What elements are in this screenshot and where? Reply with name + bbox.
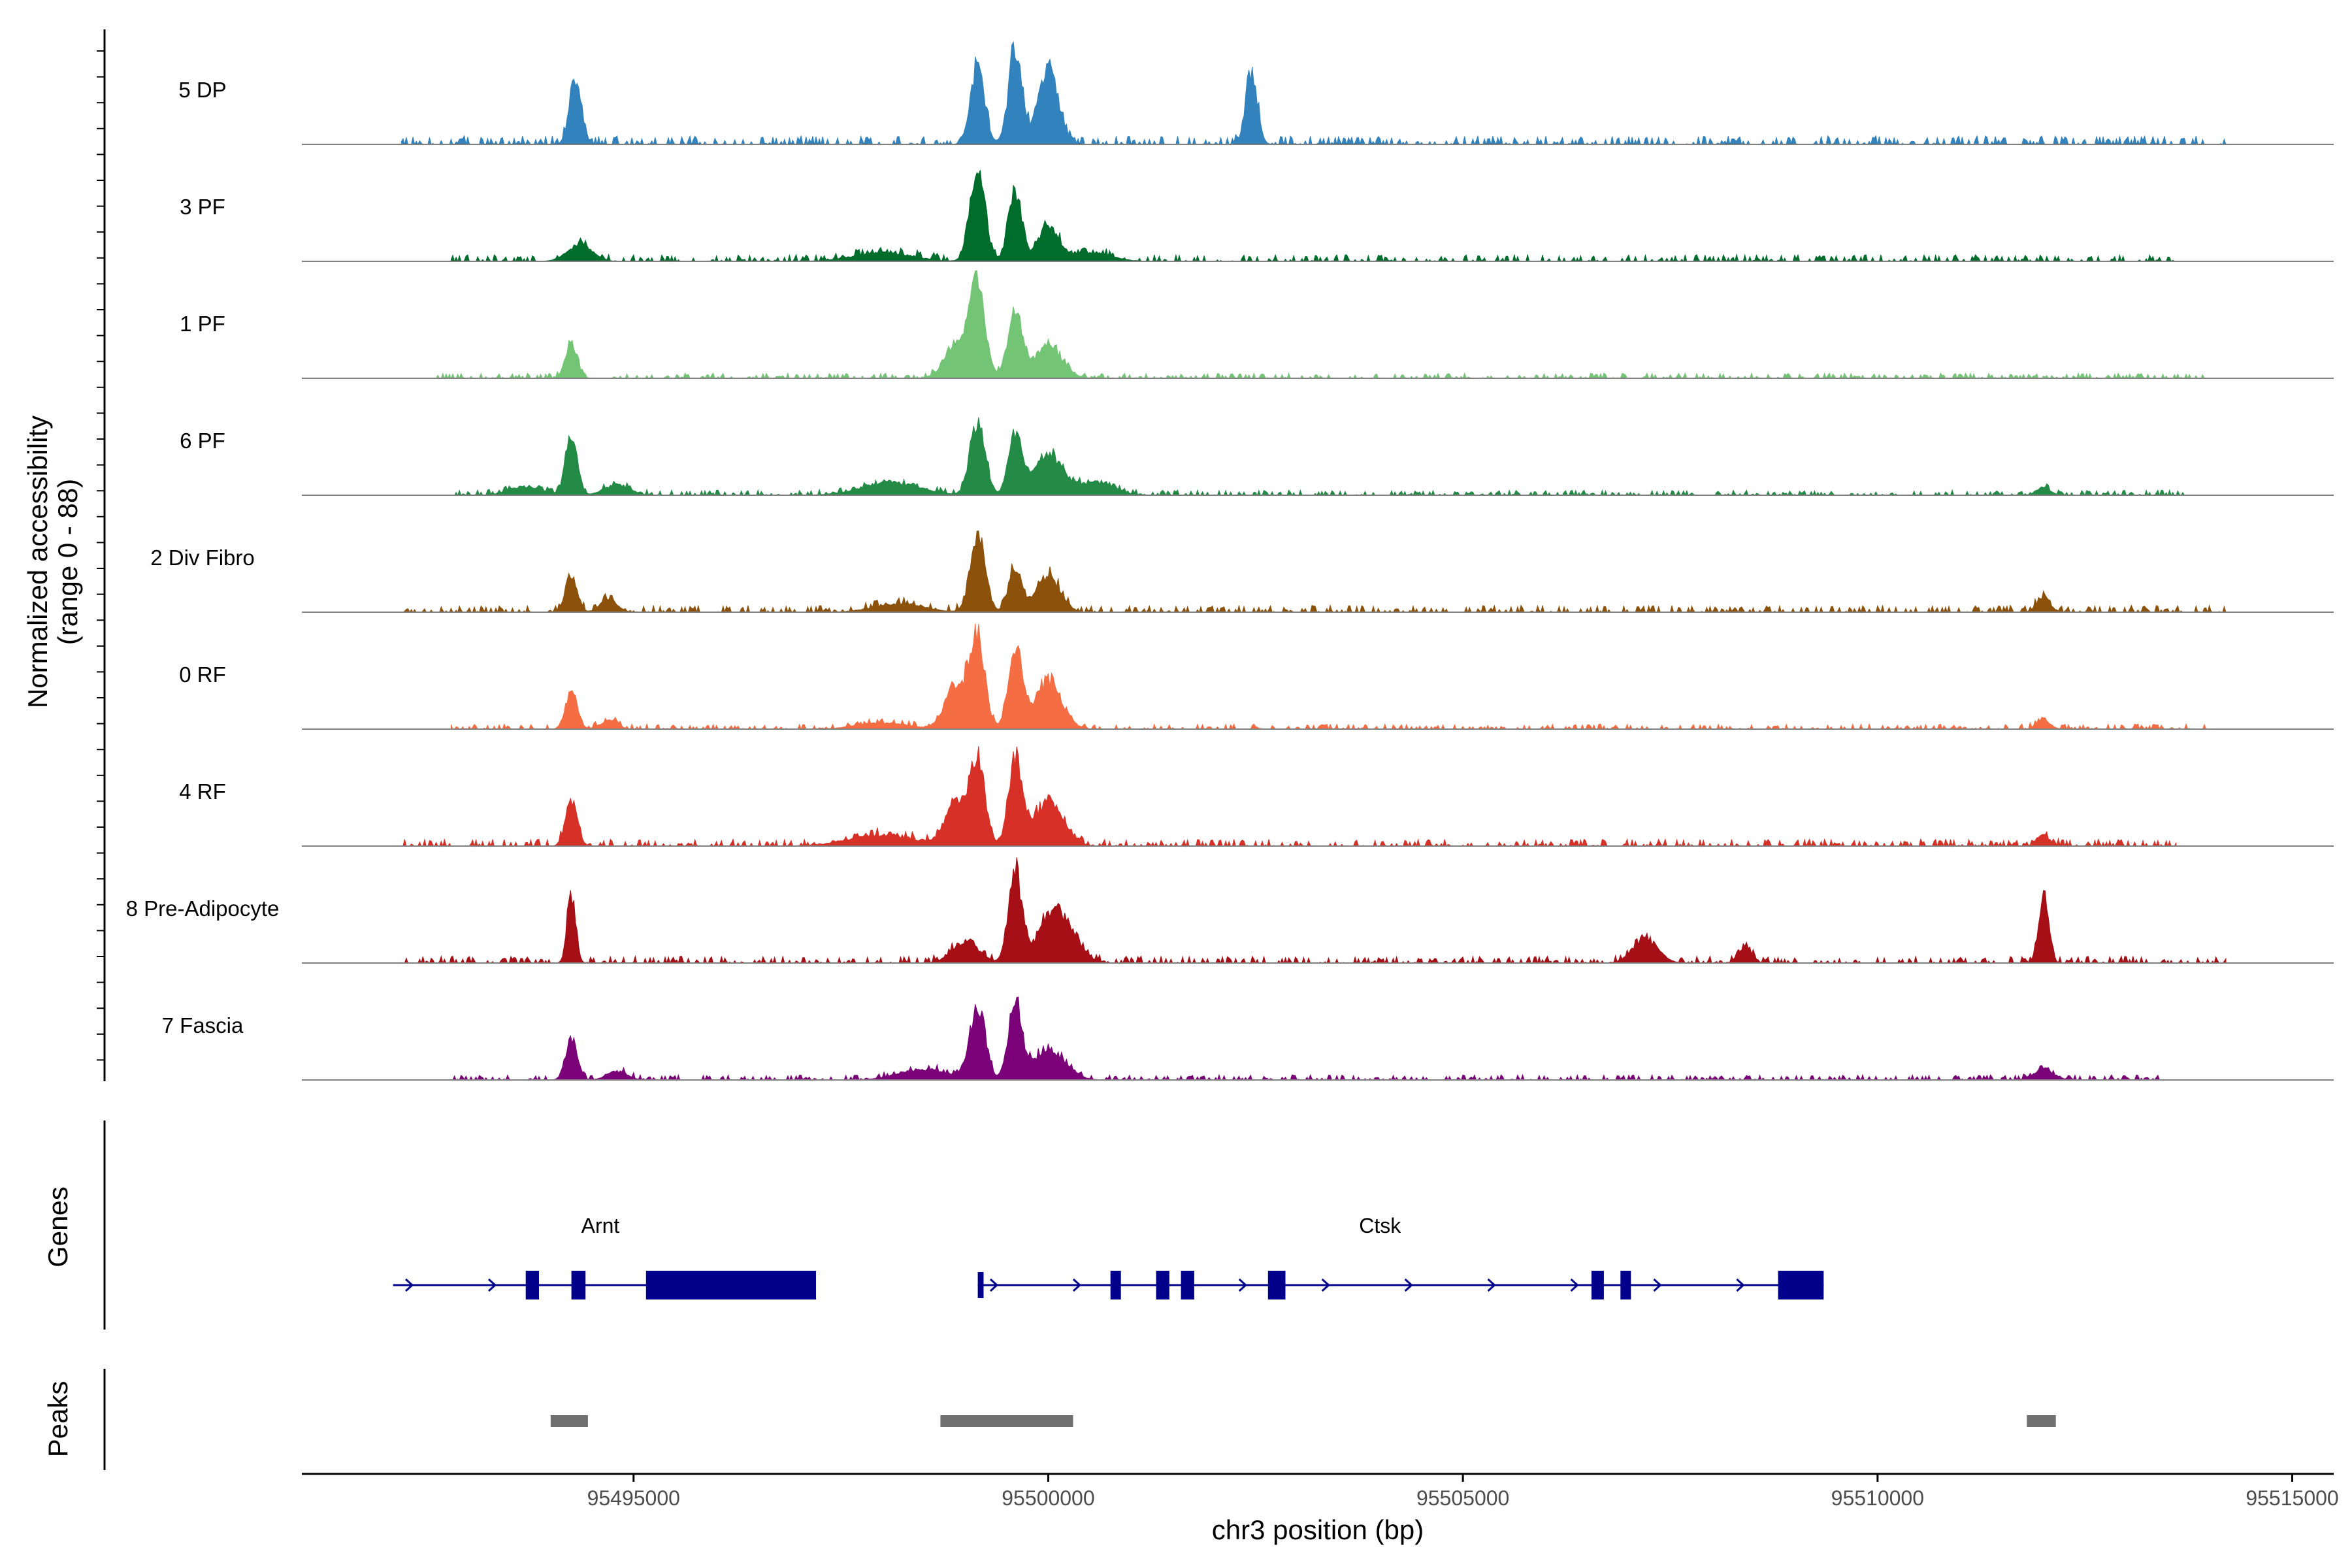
strand-arrow-icon — [1487, 1278, 1496, 1292]
track-1-pf: 1 PF — [180, 270, 2334, 380]
coverage-area-7-fascia — [451, 996, 2161, 1081]
strand-arrow-icon — [1736, 1278, 1745, 1292]
gene-exon — [1156, 1271, 1169, 1299]
y-axis-title: Normalized accessibility (range 0 - 88) — [22, 416, 83, 708]
gene-exon — [1110, 1271, 1121, 1299]
track-label: 4 RF — [179, 779, 226, 804]
track-label: 7 Fascia — [162, 1013, 244, 1037]
coverage-y-axis-ticks — [97, 50, 105, 1061]
peak-region — [940, 1415, 1073, 1427]
coverage-area-2-div-fibro — [401, 530, 2227, 613]
track-label: 6 PF — [180, 429, 225, 453]
coverage-area-4-rf — [401, 746, 2177, 847]
track-label: 2 Div Fibro — [150, 546, 255, 570]
track-8-pre-adipocyte: 8 Pre-Adipocyte — [126, 857, 2334, 964]
x-tick-label: 95510000 — [1831, 1486, 1924, 1510]
genes-track-label: Genes — [42, 1186, 73, 1267]
gene-label: Arnt — [581, 1214, 620, 1237]
peaks-track-label: Peaks — [42, 1381, 73, 1458]
track-7-fascia: 7 Fascia — [162, 996, 2334, 1081]
x-tick-label: 95495000 — [587, 1486, 680, 1510]
gene-exon — [1620, 1271, 1631, 1299]
x-tick-label: 95500000 — [1002, 1486, 1094, 1510]
strand-arrow-icon — [1321, 1278, 1330, 1292]
peak-region — [2027, 1415, 2056, 1427]
coverage-area-1-pf — [434, 270, 2210, 380]
coverage-area-5-dp — [400, 41, 2227, 146]
coverage-tracks: 5 DP 3 PF 1 PF 6 PF 2 Div Fibro 0 RF 4 RF 8 Pre… — [126, 41, 2334, 1081]
strand-arrow-icon — [405, 1278, 414, 1292]
x-tick-label: 95505000 — [1416, 1486, 1509, 1510]
track-2-div-fibro: 2 Div Fibro — [150, 530, 2334, 613]
gene-exon — [1778, 1271, 1824, 1299]
peaks-track — [550, 1415, 2056, 1427]
gene-exon — [645, 1271, 816, 1299]
genes-track: Arnt Ctsk — [393, 1214, 1824, 1299]
track-4-rf: 4 RF — [179, 746, 2334, 847]
gene-exon — [525, 1271, 539, 1299]
gene-label: Ctsk — [1359, 1214, 1401, 1237]
strand-arrow-icon — [1238, 1278, 1248, 1292]
strand-arrow-icon — [1653, 1278, 1662, 1292]
strand-arrow-icon — [989, 1278, 999, 1292]
gene-exon — [1181, 1271, 1194, 1299]
track-label: 8 Pre-Adipocyte — [126, 896, 280, 921]
y-axis-title-line2: (range 0 - 88) — [52, 479, 83, 645]
gene-arnt: Arnt — [393, 1214, 817, 1299]
strand-arrow-icon — [1404, 1278, 1413, 1292]
track-6-pf: 6 PF — [180, 417, 2334, 497]
gene-ctsk: Ctsk — [977, 1214, 1824, 1299]
y-axis-title-line1: Normalized accessibility — [22, 416, 53, 708]
peak-region — [550, 1415, 588, 1427]
coverage-area-6-pf — [451, 417, 2193, 497]
x-tick-label: 95515000 — [2246, 1486, 2338, 1510]
gene-exon — [977, 1272, 984, 1298]
x-axis-title: chr3 position (bp) — [1212, 1514, 1424, 1545]
x-axis-ticks: 95495000 95500000 95505000 95510000 95515000 — [587, 1474, 2339, 1510]
coverage-area-0-rf — [451, 623, 2210, 730]
track-5-dp: 5 DP — [178, 41, 2334, 146]
track-3-pf: 3 PF — [180, 170, 2334, 263]
gene-exon — [571, 1271, 586, 1299]
track-label: 1 PF — [180, 312, 225, 336]
strand-arrow-icon — [487, 1278, 497, 1292]
gene-exon — [1267, 1271, 1286, 1299]
track-label: 3 PF — [180, 195, 225, 219]
coverage-area-3-pf — [451, 170, 2176, 263]
strand-arrow-icon — [1570, 1278, 1579, 1292]
coverage-area-8-pre-adipocyte — [401, 857, 2227, 964]
gene-exon — [1591, 1271, 1604, 1299]
track-label: 5 DP — [178, 78, 226, 102]
track-label: 0 RF — [179, 662, 226, 687]
strand-arrow-icon — [1072, 1278, 1082, 1292]
track-0-rf: 0 RF — [179, 623, 2334, 730]
